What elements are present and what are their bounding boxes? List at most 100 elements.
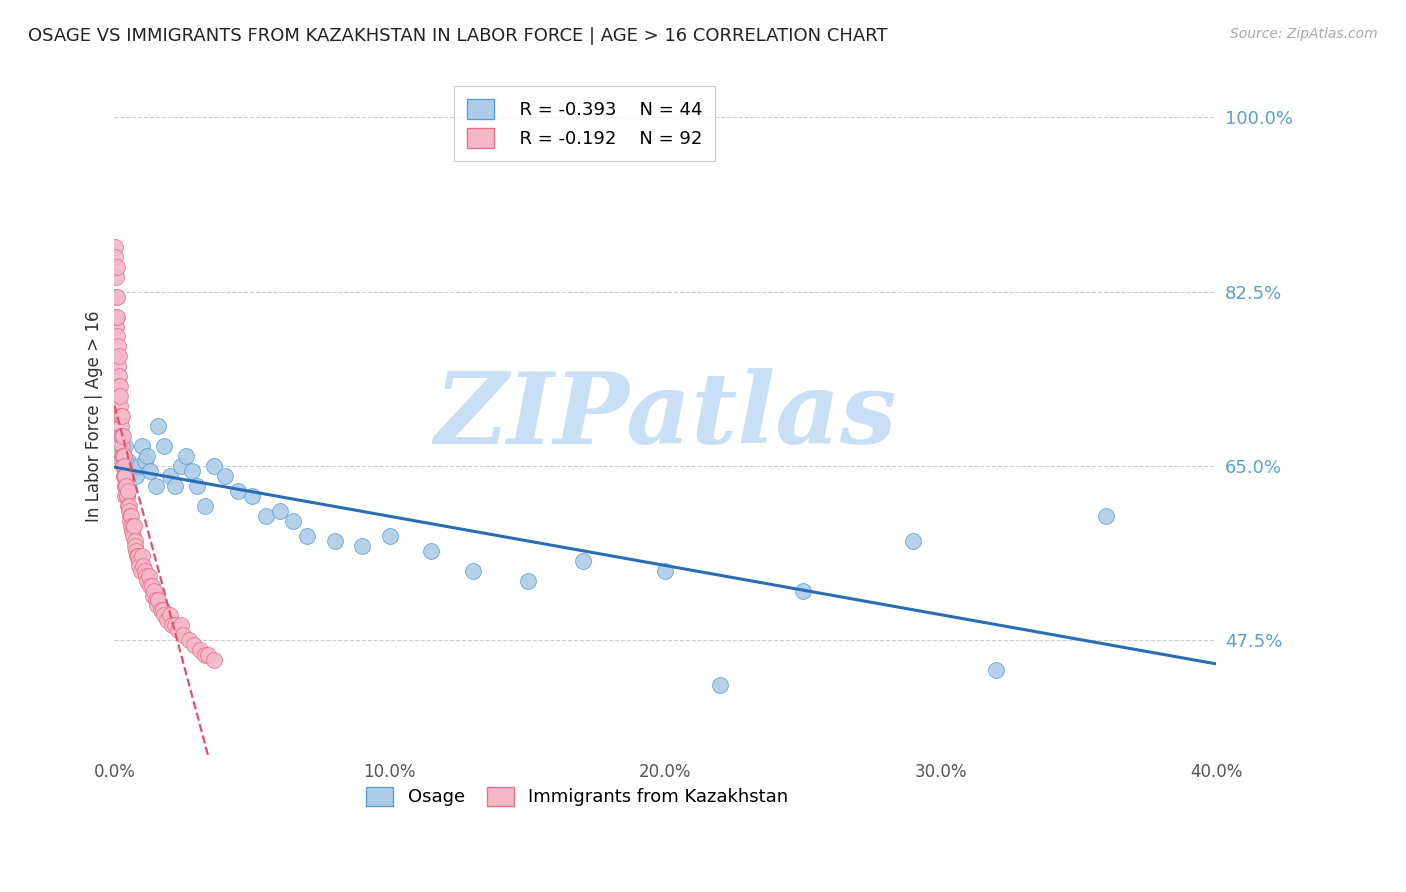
Point — [127, 549, 149, 563]
Point — [104, 240, 127, 254]
Point — [162, 618, 184, 632]
Point — [112, 469, 135, 483]
Point — [115, 489, 138, 503]
Point — [108, 399, 131, 413]
Point — [131, 439, 153, 453]
Point — [172, 628, 194, 642]
Point — [142, 589, 165, 603]
Legend: Osage, Immigrants from Kazakhstan: Osage, Immigrants from Kazakhstan — [359, 780, 796, 814]
Point — [197, 648, 219, 663]
Point — [709, 678, 731, 692]
Point — [121, 518, 143, 533]
Point — [169, 458, 191, 473]
Point — [121, 524, 143, 538]
Point — [105, 260, 128, 274]
Point — [571, 554, 593, 568]
Point — [112, 449, 135, 463]
Point — [132, 558, 155, 573]
Point — [188, 643, 211, 657]
Point — [124, 533, 146, 548]
Point — [128, 558, 150, 573]
Point — [125, 543, 148, 558]
Point — [139, 578, 162, 592]
Point — [111, 439, 134, 453]
Point — [110, 409, 132, 424]
Point — [112, 458, 135, 473]
Point — [110, 409, 132, 424]
Point — [120, 508, 142, 523]
Point — [169, 618, 191, 632]
Point — [214, 469, 236, 483]
Point — [174, 449, 197, 463]
Text: Source: ZipAtlas.com: Source: ZipAtlas.com — [1230, 27, 1378, 41]
Point — [110, 429, 132, 443]
Point — [148, 419, 170, 434]
Point — [115, 479, 138, 493]
Point — [128, 554, 150, 568]
Point — [145, 593, 167, 607]
Point — [146, 599, 169, 613]
Point — [194, 648, 217, 663]
Point — [107, 329, 129, 343]
Point — [352, 539, 374, 553]
Point — [153, 439, 176, 453]
Point — [108, 379, 131, 393]
Point — [134, 454, 156, 468]
Point — [112, 458, 135, 473]
Point — [194, 499, 217, 513]
Point — [654, 564, 676, 578]
Text: ZIPatlas: ZIPatlas — [434, 368, 897, 465]
Point — [111, 444, 134, 458]
Point — [111, 429, 134, 443]
Point — [378, 529, 401, 543]
Point — [180, 464, 202, 478]
Point — [107, 350, 129, 364]
Point — [297, 529, 319, 543]
Point — [156, 614, 179, 628]
Point — [122, 464, 145, 478]
Text: OSAGE VS IMMIGRANTS FROM KAZAKHSTAN IN LABOR FORCE | AGE > 16 CORRELATION CHART: OSAGE VS IMMIGRANTS FROM KAZAKHSTAN IN L… — [28, 27, 887, 45]
Point — [148, 593, 170, 607]
Point — [177, 633, 200, 648]
Point — [150, 603, 173, 617]
Point — [153, 608, 176, 623]
Point — [134, 564, 156, 578]
Point — [128, 458, 150, 473]
Point — [117, 499, 139, 513]
Point — [121, 518, 143, 533]
Point — [108, 429, 131, 443]
Point — [136, 574, 159, 588]
Point — [1095, 508, 1118, 523]
Point — [118, 508, 141, 523]
Point — [240, 489, 263, 503]
Point — [107, 369, 129, 384]
Point — [283, 514, 305, 528]
Point — [269, 504, 291, 518]
Point — [110, 419, 132, 434]
Point — [105, 350, 128, 364]
Point — [124, 539, 146, 553]
Point — [152, 603, 174, 617]
Point — [118, 499, 141, 513]
Point — [202, 653, 225, 667]
Point — [114, 469, 136, 483]
Point — [108, 350, 131, 364]
Point — [420, 543, 443, 558]
Point — [135, 568, 157, 582]
Point — [112, 469, 135, 483]
Point — [163, 618, 186, 632]
Point — [159, 608, 181, 623]
Point — [105, 290, 128, 304]
Point — [114, 479, 136, 493]
Point — [120, 458, 142, 473]
Point — [108, 379, 131, 393]
Point — [159, 469, 181, 483]
Point — [122, 518, 145, 533]
Point — [108, 389, 131, 403]
Point — [228, 483, 250, 498]
Point — [111, 449, 134, 463]
Point — [131, 549, 153, 563]
Point — [120, 514, 142, 528]
Point — [984, 663, 1007, 677]
Point — [114, 479, 136, 493]
